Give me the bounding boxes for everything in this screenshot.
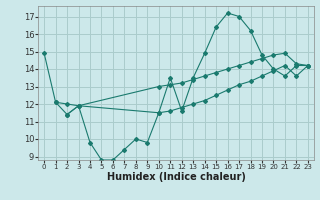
X-axis label: Humidex (Indice chaleur): Humidex (Indice chaleur) <box>107 172 245 182</box>
